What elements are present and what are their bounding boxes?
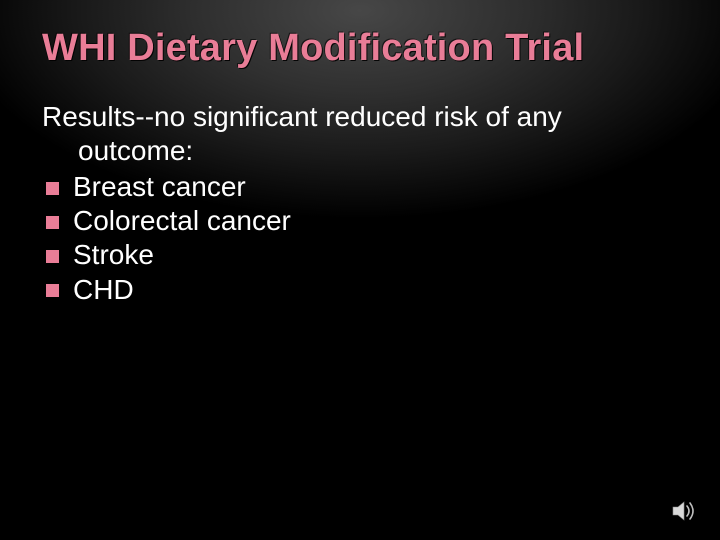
square-bullet-icon: [46, 250, 59, 263]
square-bullet-icon: [46, 216, 59, 229]
bullet-list: Breast cancer Colorectal cancer Stroke C…: [42, 170, 678, 307]
speaker-icon[interactable]: [672, 500, 698, 522]
intro-line-1: Results--no significant reduced risk of …: [42, 101, 562, 132]
bullet-label: Colorectal cancer: [73, 204, 291, 238]
slide-container: WHI Dietary Modification Trial Results--…: [0, 0, 720, 540]
square-bullet-icon: [46, 284, 59, 297]
bullet-label: CHD: [73, 273, 134, 307]
list-item: Breast cancer: [42, 170, 678, 204]
bullet-label: Stroke: [73, 238, 154, 272]
list-item: Stroke: [42, 238, 678, 272]
bullet-label: Breast cancer: [73, 170, 246, 204]
slide-title: WHI Dietary Modification Trial: [42, 28, 678, 70]
intro-line-2: outcome:: [42, 134, 678, 168]
list-item: Colorectal cancer: [42, 204, 678, 238]
intro-text: Results--no significant reduced risk of …: [42, 100, 678, 168]
list-item: CHD: [42, 273, 678, 307]
square-bullet-icon: [46, 182, 59, 195]
